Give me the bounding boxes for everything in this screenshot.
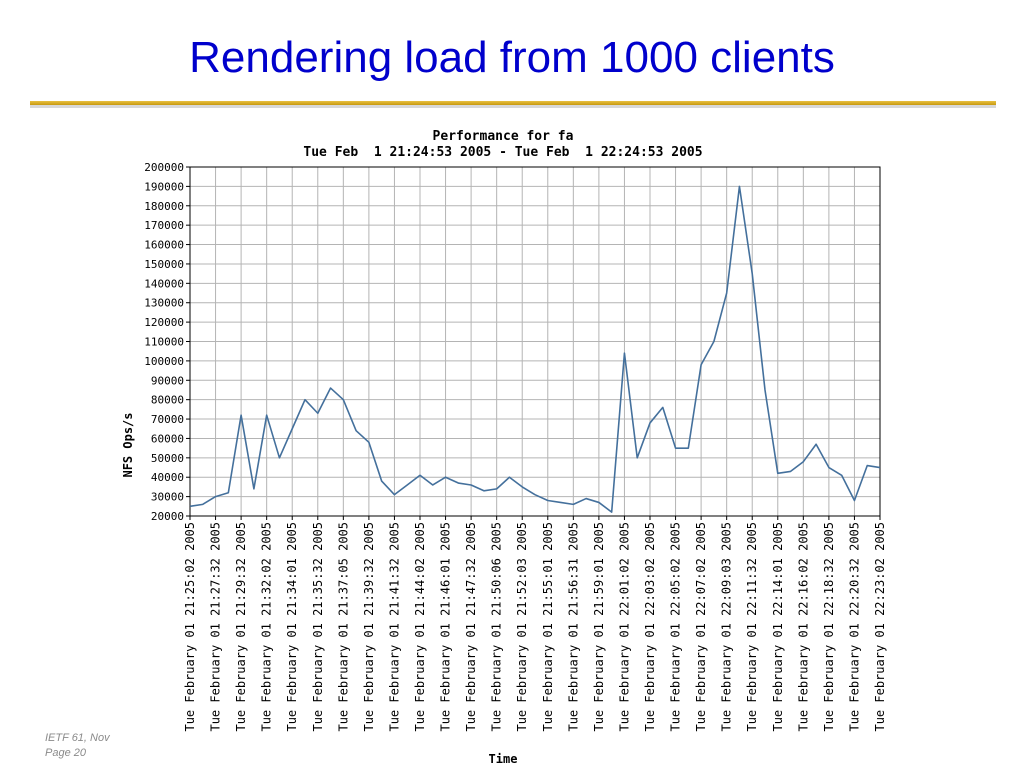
- x-tick-label: Tue February 01 21:46:01 2005: [439, 522, 453, 732]
- x-tick-label: Tue February 01 22:18:32 2005: [822, 522, 836, 732]
- y-tick-label: 70000: [151, 413, 184, 426]
- y-tick-label: 50000: [151, 452, 184, 465]
- y-tick-label: 80000: [151, 394, 184, 407]
- y-tick-label: 30000: [151, 491, 184, 504]
- x-tick-label: Tue February 01 21:27:32 2005: [209, 522, 223, 732]
- y-tick-label: 110000: [144, 336, 184, 349]
- y-tick-label: 20000: [151, 510, 184, 523]
- data-line: [189, 185, 881, 513]
- x-tick-label: Tue February 01 22:20:32 2005: [847, 522, 861, 732]
- y-tick-label: 60000: [151, 432, 184, 445]
- x-tick-label: Tue February 01 22:09:03 2005: [720, 522, 734, 732]
- y-tick-label: 160000: [144, 239, 184, 252]
- x-axis-label: Time: [489, 752, 518, 766]
- y-tick-label: 170000: [144, 219, 184, 232]
- x-tick-label: Tue February 01 21:34:01 2005: [285, 522, 299, 732]
- y-axis-label: NFS Ops/s: [121, 412, 135, 477]
- x-tick-label: Tue February 01 21:32:02 2005: [260, 522, 274, 732]
- x-tick-label: Tue February 01 21:59:01 2005: [592, 522, 606, 732]
- x-tick-label: Tue February 01 22:01:02 2005: [617, 522, 631, 732]
- chart-title: Performance for fa: [433, 129, 574, 144]
- x-tick-label: Tue February 01 22:11:32 2005: [745, 522, 759, 732]
- x-tick-label: Tue February 01 21:29:32 2005: [234, 522, 248, 732]
- plot-frame: [189, 166, 881, 517]
- x-tick-label: Tue February 01 22:16:02 2005: [796, 522, 810, 732]
- x-tick-label: Tue February 01 22:03:02 2005: [643, 522, 657, 732]
- y-tick-label: 180000: [144, 200, 184, 213]
- x-tick-label: Tue February 01 21:44:02 2005: [413, 522, 427, 732]
- x-tick-label: Tue February 01 21:41:32 2005: [387, 522, 401, 732]
- x-tick-label: Tue February 01 21:37:05 2005: [336, 522, 350, 732]
- slide-title: Rendering load from 1000 clients: [189, 33, 835, 82]
- y-tick-label: 140000: [144, 277, 184, 290]
- x-tick-label: Tue February 01 22:07:02 2005: [694, 522, 708, 732]
- x-tick-label: Tue February 01 21:35:32 2005: [311, 522, 325, 732]
- y-tick-label: 200000: [144, 161, 184, 174]
- y-tick-label: 120000: [144, 316, 184, 329]
- y-tick-label: 190000: [144, 180, 184, 193]
- x-tick-label: Tue February 01 22:14:01 2005: [771, 522, 785, 732]
- x-tick-label: Tue February 01 21:47:32 2005: [464, 522, 478, 732]
- x-tick-label: Tue February 01 21:50:06 2005: [490, 522, 504, 732]
- y-tick-label: 40000: [151, 471, 184, 484]
- x-tick-label: Tue February 01 21:52:03 2005: [515, 522, 529, 732]
- x-tick-label: Tue February 01 22:05:02 2005: [669, 522, 683, 732]
- x-tick-label: Tue February 01 21:56:31 2005: [566, 522, 580, 732]
- y-tick-label: 150000: [144, 258, 184, 271]
- footer-text: Page 20: [45, 747, 87, 759]
- x-tick-label: Tue February 01 22:23:02 2005: [873, 522, 887, 732]
- y-tick-label: 130000: [144, 297, 184, 310]
- y-tick-label: 100000: [144, 355, 184, 368]
- x-tick-label: Tue February 01 21:55:01 2005: [541, 522, 555, 732]
- rule-shadow: [30, 105, 996, 108]
- chart-subtitle: Tue Feb 1 21:24:53 2005 - Tue Feb 1 22:2…: [303, 145, 702, 160]
- x-tick-label: Tue February 01 21:25:02 2005: [183, 522, 197, 732]
- title-rule: [30, 101, 996, 105]
- x-tick-label: Tue February 01 21:39:32 2005: [362, 522, 376, 732]
- footer-text: IETF 61, Nov: [45, 732, 111, 744]
- y-tick-label: 90000: [151, 374, 184, 387]
